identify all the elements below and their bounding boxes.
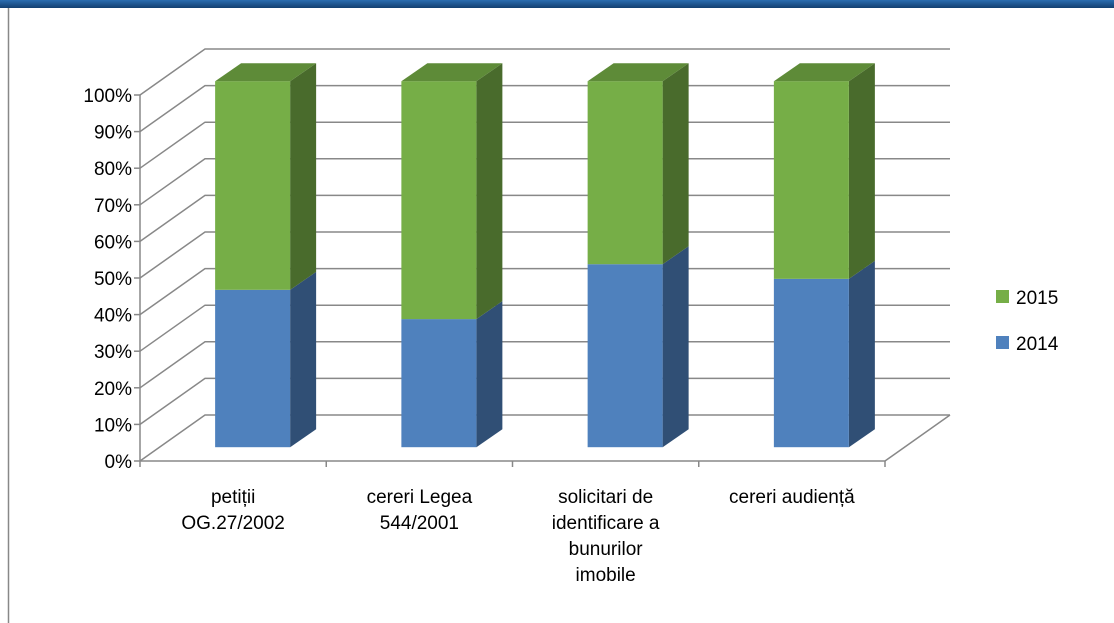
- bar-side: [848, 63, 875, 279]
- y-tick-label: 70%: [94, 196, 132, 217]
- legend-swatch: [996, 336, 1009, 349]
- grid-line: [139, 267, 950, 316]
- y-tick-label: 30%: [94, 342, 132, 363]
- grid-line: [139, 231, 950, 279]
- y-tick-label: 20%: [94, 379, 132, 400]
- grid-line: [139, 48, 950, 96]
- bar-side: [662, 63, 689, 265]
- grid-line: [139, 194, 950, 243]
- y-tick-label: 0%: [105, 452, 133, 473]
- grid-line: [139, 121, 950, 169]
- y-tick-label: 80%: [94, 159, 132, 180]
- bar: [587, 264, 663, 448]
- grid-line: [139, 304, 950, 352]
- x-tick-label: solicitari de identificare a bunurilor imob…: [552, 487, 660, 586]
- bar-side: [290, 271, 317, 448]
- bar-side: [662, 246, 689, 448]
- plot: [215, 63, 875, 448]
- y-tick-label: 40%: [94, 306, 132, 327]
- bar: [773, 278, 849, 448]
- bar: [401, 81, 477, 320]
- x-tick-label: petiții OG.27/2002: [181, 487, 285, 534]
- x-tick-label: cereri Legea 544/2001: [367, 487, 473, 534]
- window-top-bar: [0, 0, 1114, 8]
- y-tick-label: 90%: [94, 123, 132, 144]
- x-tick-label: cereri audiență: [729, 487, 855, 508]
- bar: [401, 319, 477, 448]
- grid-line: [139, 158, 950, 206]
- legend-label: 2015: [1016, 288, 1058, 309]
- bar-top: [587, 63, 689, 82]
- grid-line: [139, 414, 950, 462]
- gridlines: 0% 10% 20% 30% 40% 50% 60% 70% 80% 90% 100% petiții…: [83, 48, 951, 586]
- bar-side: [476, 301, 503, 448]
- bar: [773, 81, 849, 279]
- y-tick-label: 50%: [94, 269, 132, 290]
- bar-top: [215, 63, 317, 82]
- y-tick-label: 100%: [83, 86, 132, 107]
- bar-side: [848, 260, 875, 448]
- grid-line: [139, 84, 950, 133]
- bar-top: [401, 63, 503, 82]
- grid-line: [139, 341, 950, 389]
- bar-top: [773, 63, 875, 82]
- bar: [215, 81, 291, 290]
- legend-swatch: [996, 290, 1009, 303]
- bar-side: [290, 63, 317, 290]
- bar: [215, 289, 291, 448]
- bar: [587, 81, 663, 265]
- grid-line: [139, 377, 950, 426]
- bar-side: [476, 63, 503, 320]
- y-tick-label: 60%: [94, 232, 132, 253]
- legend-label: 2014: [1016, 334, 1059, 355]
- y-tick-label: 10%: [94, 415, 132, 436]
